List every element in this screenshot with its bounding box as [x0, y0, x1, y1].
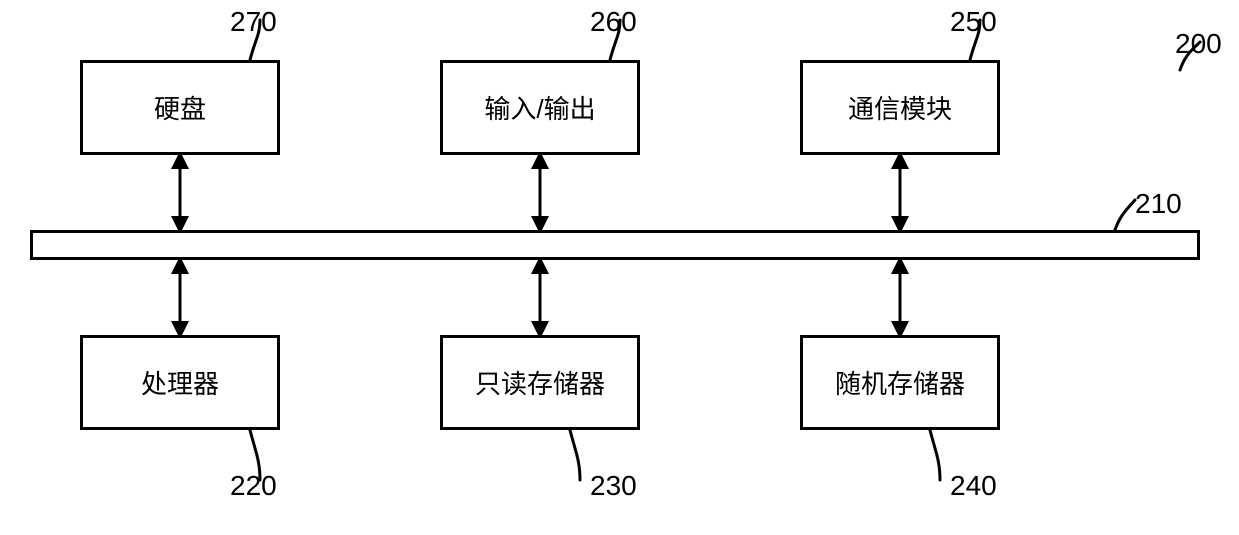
ref-io: 260 [590, 6, 637, 38]
leader-210 [1115, 200, 1135, 230]
diagram-canvas: 210 200 硬盘 270 输入/输出 260 通信模块 250 处理器 220 只读存储器 230… [0, 0, 1239, 535]
block-cpu-label: 处理器 [141, 364, 219, 401]
block-ram: 随机存储器 [800, 335, 1000, 430]
ref-ram: 240 [950, 470, 997, 502]
ref-hdd: 270 [230, 6, 277, 38]
block-cpu: 处理器 [80, 335, 280, 430]
block-comm-label: 通信模块 [848, 89, 952, 126]
block-io-label: 输入/输出 [484, 89, 595, 126]
ref-cpu: 220 [230, 470, 277, 502]
block-rom: 只读存储器 [440, 335, 640, 430]
block-hdd: 硬盘 [80, 60, 280, 155]
leader-230 [570, 430, 580, 480]
block-comm: 通信模块 [800, 60, 1000, 155]
leader-240 [930, 430, 940, 480]
ref-rom: 230 [590, 470, 637, 502]
system-bus [30, 230, 1200, 260]
ref-comm: 250 [950, 6, 997, 38]
block-io: 输入/输出 [440, 60, 640, 155]
block-ram-label: 随机存储器 [835, 364, 965, 401]
block-hdd-label: 硬盘 [154, 89, 206, 126]
ref-bus: 210 [1135, 188, 1182, 220]
ref-system: 200 [1175, 28, 1222, 60]
block-rom-label: 只读存储器 [475, 364, 605, 401]
